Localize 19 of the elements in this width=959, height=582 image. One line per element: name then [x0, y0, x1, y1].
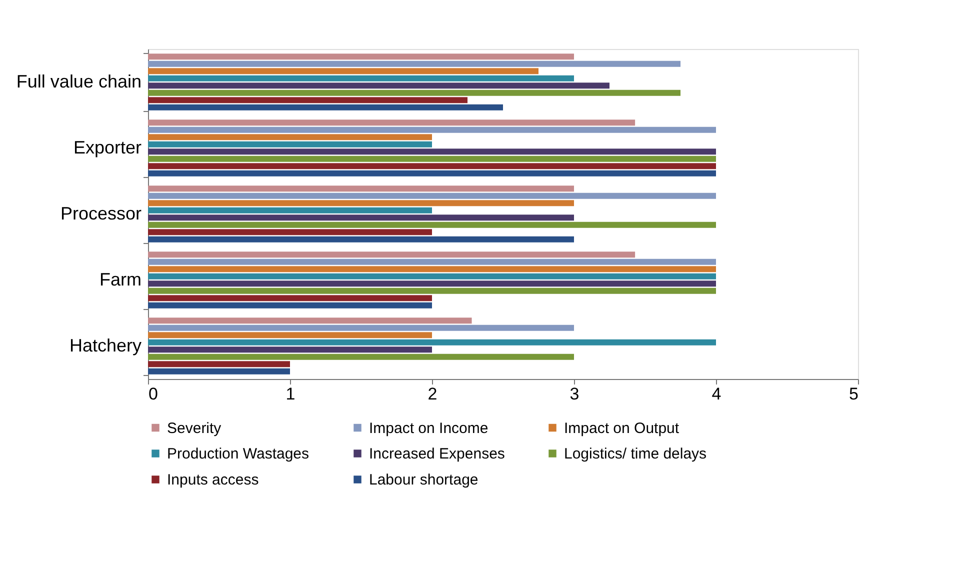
- x-tick-label: 4: [712, 384, 722, 404]
- y-tick-label: Full value chain: [16, 72, 142, 92]
- y-tick-label: Exporter: [73, 138, 142, 158]
- legend-label: Inputs access: [167, 472, 259, 488]
- x-tick-label: 2: [428, 384, 438, 404]
- x-tick-label: 1: [286, 384, 296, 404]
- legend-label: Logistics/ time delays: [564, 446, 707, 462]
- legend-label: Production Wastages: [167, 446, 310, 462]
- x-tick-label: 0: [148, 384, 158, 404]
- legend-label: Impact on Output: [564, 420, 680, 437]
- y-tick-label: Farm: [100, 270, 142, 290]
- y-tick-label: Processor: [60, 204, 142, 224]
- x-tick-label: 3: [570, 384, 580, 404]
- legend-label: Labour shortage: [369, 472, 478, 488]
- legend-label: Impact on Income: [369, 420, 488, 437]
- legend-label: Severity: [167, 420, 222, 437]
- x-tick-label: 5: [849, 384, 858, 404]
- y-tick-label: Hatchery: [69, 336, 142, 356]
- legend-label: Increased Expenses: [369, 446, 505, 462]
